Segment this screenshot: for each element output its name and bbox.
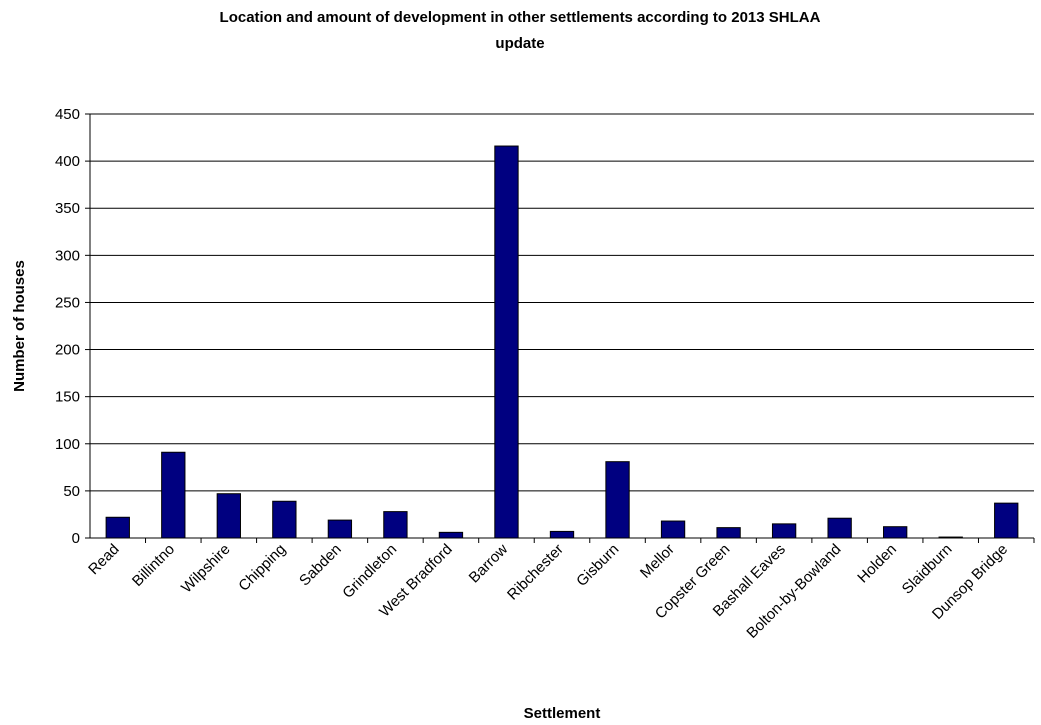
bar-billintno xyxy=(161,451,186,539)
y-tick-label: 50 xyxy=(63,483,80,500)
x-tick-label: Slaidburn xyxy=(899,541,956,598)
bar-wilpshire xyxy=(216,493,241,539)
y-tick-label: 100 xyxy=(55,436,80,453)
x-tick-label: Read xyxy=(85,541,122,578)
bar-read xyxy=(105,516,130,539)
y-tick-label: 200 xyxy=(55,342,80,359)
bar-copster-green xyxy=(716,527,741,539)
y-tick-label: 350 xyxy=(55,200,80,217)
x-tick-label: Sabden xyxy=(296,541,345,590)
bar-bolton-by-bowland xyxy=(827,517,852,539)
x-tick-label: Barrow xyxy=(466,541,512,587)
bar-sabden xyxy=(327,519,353,539)
x-tick-label: Billintno xyxy=(129,541,178,590)
y-axis-title: Number of houses xyxy=(11,260,28,392)
y-tick-label: 450 xyxy=(55,106,80,123)
bars xyxy=(105,145,1019,539)
y-tick-label: 250 xyxy=(55,294,80,311)
x-tick-label: Bolton-by-Bowland xyxy=(743,541,844,642)
x-tick-label: Ribchester xyxy=(504,541,567,604)
bar-ribchester xyxy=(549,530,575,539)
gridlines xyxy=(90,113,1034,492)
bar-mellor xyxy=(660,520,686,539)
x-tick-label: Holden xyxy=(854,541,900,587)
bar-gisburn xyxy=(605,461,630,539)
bar-chipping xyxy=(272,500,297,539)
bar-bashall-eaves xyxy=(771,523,797,539)
chart-title-line-1: Location and amount of development in ot… xyxy=(220,9,821,26)
bar-west-bradford xyxy=(438,531,464,539)
chart-title-line-2: update xyxy=(495,35,544,52)
x-axis-ticks: Read Billintno Wilpshire Chipping SabdenGrin… xyxy=(85,538,1035,642)
bar-dunsop-bridge xyxy=(994,502,1019,539)
x-tick-label: Wilpshire xyxy=(178,541,234,597)
x-axis-title: Settlement xyxy=(524,705,601,722)
x-tick-label: Gisburn xyxy=(573,541,622,590)
y-axis-ticks: 0 50 100 150 200 250 300 350 400 450 xyxy=(55,106,90,547)
bar-holden xyxy=(883,526,908,539)
x-tick-label: Chipping xyxy=(235,541,289,595)
bar-barrow xyxy=(494,145,519,539)
y-tick-label: 150 xyxy=(55,389,80,406)
y-tick-label: 0 xyxy=(72,530,80,547)
bar-grindleton xyxy=(383,511,408,539)
y-tick-label: 300 xyxy=(55,247,80,264)
x-tick-label: Mellor xyxy=(637,541,678,582)
y-tick-label: 400 xyxy=(55,153,80,170)
